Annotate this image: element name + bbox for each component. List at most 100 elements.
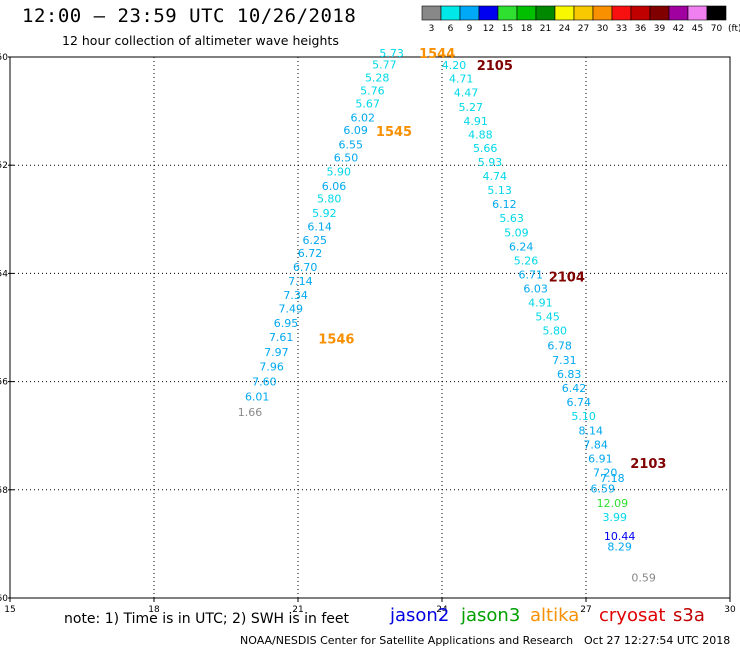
wave-height-value: 5.63 [499,212,524,225]
color-scale-unit: (ft) [728,24,740,34]
wave-height-value: 6.14 [307,220,332,233]
color-scale-swatch [649,5,670,21]
chart-title: 12:00 – 23:59 UTC 10/26/2018 [22,5,357,27]
color-scale-label: 42 [673,24,684,34]
wave-height-value: 7.31 [552,354,577,367]
wave-height-value: 6.03 [523,283,548,296]
pass-time-label: 2103 [630,457,666,472]
wave-height-value: 4.88 [468,128,493,141]
wave-height-value: 5.27 [459,101,484,114]
wave-height-value: 6.74 [567,396,592,409]
wave-height-value: 0.59 [631,571,656,584]
color-scale-swatch [554,5,575,21]
x-tick-label: 30 [724,605,736,615]
color-scale-label: 27 [578,24,589,34]
wave-height-value: 7.97 [264,346,289,359]
credit-line: NOAA/NESDIS Center for Satellite Applica… [240,634,574,647]
color-scale-swatch [478,5,499,21]
color-scale-label: 3 [429,24,435,34]
wave-height-value: 5.90 [327,166,352,179]
wave-height-value: 7.60 [252,376,277,389]
wave-height-value: 6.83 [557,368,582,381]
wave-height-value: 5.76 [360,85,385,98]
color-scale-label: 6 [448,24,454,34]
wave-height-value: 7.61 [269,331,294,344]
wave-height-value: 12.09 [597,497,629,510]
y-tick-label: -58 [0,486,8,496]
wave-height-value: 6.24 [509,240,534,253]
wave-height-value: 6.12 [492,198,517,211]
color-scale-label: 12 [483,24,494,34]
wave-height-value: 6.01 [245,391,270,404]
color-scale-label: 36 [635,24,647,34]
legend-s3a: s3a [673,605,705,626]
color-scale-label: 24 [559,24,571,34]
wave-height-value: 4.47 [454,87,479,100]
wave-height-value: 7.84 [583,438,608,451]
y-tick-label: -50 [0,53,8,63]
x-tick-label: 21 [292,605,303,615]
wave-height-value: 6.06 [322,180,347,193]
wave-height-value: 6.42 [562,382,587,395]
x-tick-label: 18 [148,605,160,615]
wave-height-value: 6.95 [274,317,299,330]
color-scale-label: 70 [711,24,723,34]
wave-height-value: 4.20 [442,59,467,72]
color-scale-swatch [573,5,594,21]
wave-height-value: 4.91 [463,115,488,128]
wave-height-value: 4.71 [449,73,474,86]
color-scale-swatch [497,5,518,21]
wave-height-value: 8.14 [579,424,604,437]
color-scale-swatch [668,5,689,21]
wave-height-value: 5.80 [543,325,568,338]
color-scale-swatch [687,5,708,21]
wave-height-value: 7.18 [600,472,625,485]
wave-height-value: 6.59 [591,483,616,496]
pass-time-label: 1546 [318,332,354,347]
color-scale-label: 21 [540,24,551,34]
pass-time-label: 1544 [419,47,455,62]
units-note: note: 1) Time is in UTC; 2) SWH is in fe… [64,611,350,627]
color-scale-swatch [592,5,613,21]
wave-height-value: 6.02 [351,112,376,125]
wave-height-value: 6.55 [339,139,364,152]
wave-height-value: 7.20 [593,466,618,479]
pass-time-label: 1545 [376,125,412,140]
wave-height-value: 5.66 [473,142,498,155]
wave-height-value: 5.13 [487,184,512,197]
wave-height-value: 5.10 [571,410,596,423]
wave-height-value: 6.78 [547,339,572,352]
wave-height-value: 10.44 [604,530,636,543]
wave-height-value: 6.25 [303,234,328,247]
color-scale-label: 18 [521,24,533,34]
legend-altika: altika [530,605,580,626]
x-tick-label: 15 [4,605,15,615]
wave-height-value: 5.28 [365,72,390,85]
color-scale-label: 30 [597,24,609,34]
pass-time-label: 2104 [549,271,585,286]
generation-timestamp: Oct 27 12:27:54 UTC 2018 [584,634,731,647]
color-scale-swatch [421,5,442,21]
wave-height-value: 6.91 [588,452,613,465]
chart-subtitle: 12 hour collection of altimeter wave hei… [62,33,339,48]
wave-height-value: 5.26 [514,254,539,267]
y-tick-label: -56 [0,378,8,388]
wave-height-value: 7.96 [259,360,284,373]
y-tick-label: -54 [0,269,8,279]
wave-height-value: 5.67 [355,98,380,111]
x-tick-label: 24 [436,605,448,615]
wave-height-value: 5.45 [535,311,560,324]
y-tick-label: -52 [0,161,8,171]
wave-height-value: 3.99 [603,511,628,524]
wave-height-value: 8.29 [607,541,632,554]
wave-height-value: 5.93 [478,156,503,169]
wave-height-value: 4.91 [528,297,553,310]
wave-height-value: 5.77 [372,59,397,72]
wave-height-value: 5.92 [312,207,337,220]
x-tick-label: 27 [580,605,591,615]
color-scale-label: 15 [502,24,513,34]
legend-jason3: jason3 [461,605,521,626]
color-scale-swatch [611,5,632,21]
color-scale-swatch [440,5,461,21]
